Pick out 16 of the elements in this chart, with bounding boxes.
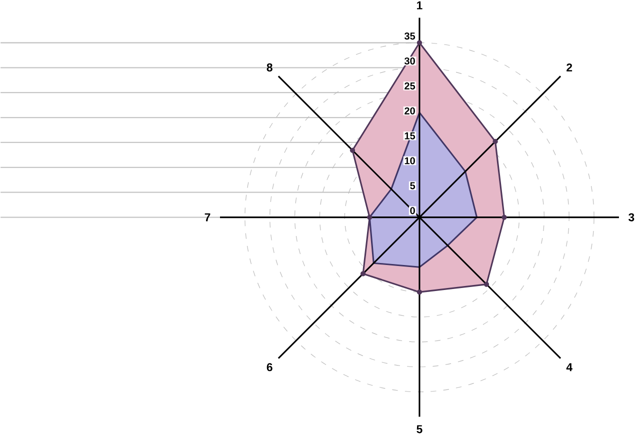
y-tick-label: 0	[410, 207, 415, 214]
y-tick-label: 15	[404, 132, 416, 140]
spoke-label: 3	[628, 213, 634, 222]
y-tick-label: 30	[404, 58, 415, 65]
spoke-label: 5	[416, 425, 422, 434]
spoke-label: 4	[566, 363, 572, 372]
y-tick-label: 5	[410, 182, 416, 190]
spoke-label: 1	[417, 2, 422, 10]
spoke-label: 8	[266, 64, 272, 72]
spoke-label: 7	[204, 214, 210, 222]
y-tick-label: 35	[404, 32, 416, 40]
spoke-label: 6	[266, 363, 272, 372]
y-tick-label: 20	[404, 108, 415, 115]
spoke-label: 2	[566, 64, 572, 72]
y-tick-label: 10	[404, 157, 415, 164]
y-tick-label: 25	[404, 82, 416, 90]
